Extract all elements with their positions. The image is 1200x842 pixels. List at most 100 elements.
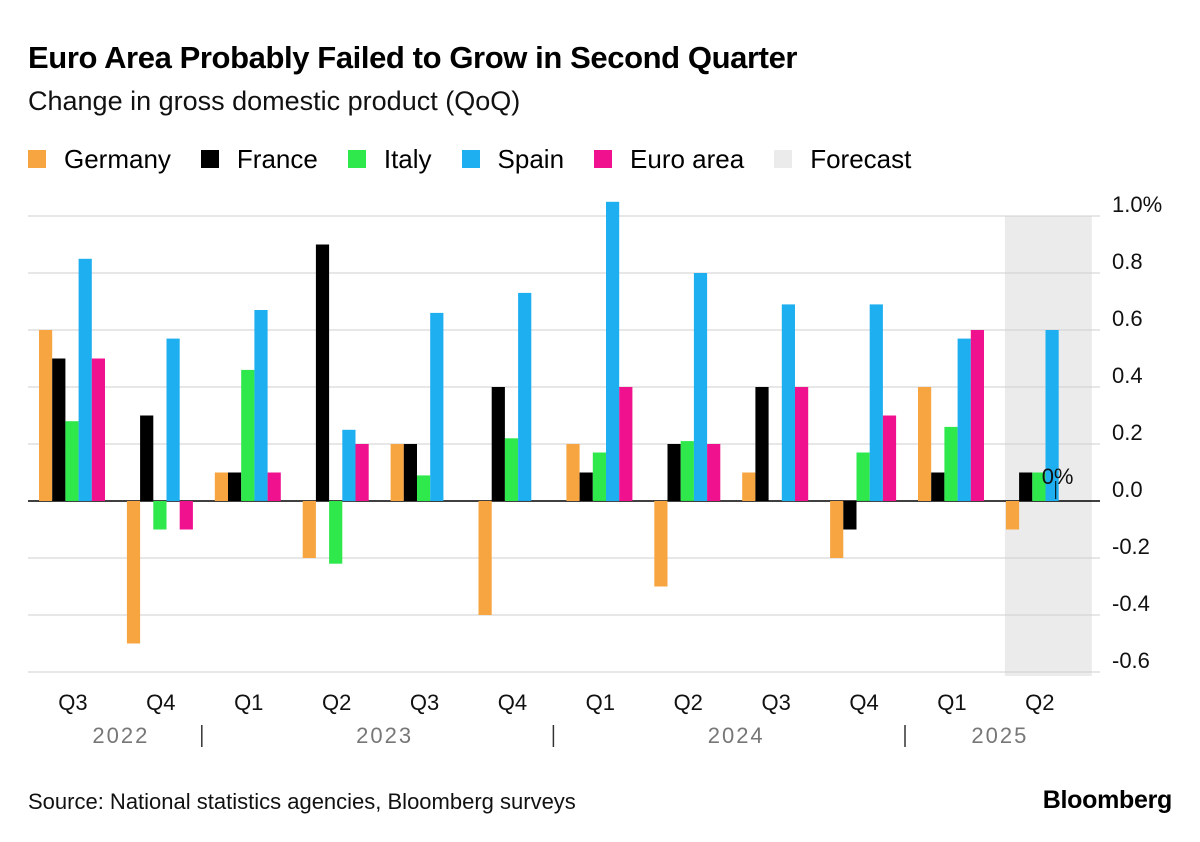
bar-euro-area-2 [179, 501, 193, 530]
bar-italy-4 [329, 501, 343, 564]
legend-label-germany: Germany [64, 143, 171, 174]
legend-swatch-spain [461, 150, 480, 168]
bar-germany-8 [654, 501, 668, 587]
bar-italy-2 [153, 501, 167, 530]
legend-item-germany: Germany [28, 144, 171, 175]
bar-france-10 [843, 501, 857, 530]
bar-italy-1 [65, 421, 79, 501]
legend-item-france: France [200, 143, 318, 175]
legend-item-euro-area: Euro area [594, 144, 744, 175]
bar-spain-5 [430, 312, 444, 501]
legend-swatch-germany [28, 150, 46, 168]
bloomberg-logo: Bloomberg [1042, 786, 1173, 814]
bar-germany-2 [126, 501, 141, 644]
bar-italy-10 [856, 452, 870, 501]
y-tick-label: 0.0 [1112, 477, 1143, 502]
bar-italy-6 [504, 438, 519, 501]
bar-germany-4 [302, 501, 316, 558]
bar-euro-area-4 [355, 444, 369, 501]
bar-spain-7 [606, 201, 620, 502]
bar-france-5 [403, 444, 417, 501]
bar-france-3 [228, 472, 242, 501]
bar-france-7 [579, 472, 593, 501]
bar-italy-7 [592, 452, 606, 501]
bar-euro-area-9 [795, 387, 809, 501]
y-tick-label: -0.4 [1112, 591, 1150, 616]
x-tick-label: Q3 [410, 690, 439, 715]
source-note: Source: National statistics agencies, Bl… [28, 789, 576, 814]
bar-italy-12 [1032, 472, 1046, 501]
bar-spain-1 [78, 258, 92, 502]
bar-france-8 [667, 444, 681, 501]
legend-label-forecast: Forecast [810, 143, 912, 174]
bar-italy-3 [241, 369, 255, 501]
bar-italy-8 [680, 441, 694, 501]
x-tick-label: Q4 [498, 690, 527, 715]
x-tick-label: Q1 [234, 690, 263, 715]
bar-france-12 [1019, 472, 1033, 501]
y-tick-label: 0.4 [1112, 363, 1143, 388]
x-tick-label: Q3 [761, 690, 790, 715]
bar-spain-12 [1045, 330, 1059, 501]
y-tick-label: 0.6 [1112, 306, 1143, 331]
bar-euro-area-10 [882, 415, 897, 501]
bar-euro-area-1 [91, 358, 105, 501]
bar-germany-10 [830, 501, 844, 558]
legend-swatch-euro-area [594, 150, 613, 168]
bar-france-11 [931, 472, 945, 501]
x-tick-label: Q1 [937, 690, 966, 715]
x-tick-label: Q4 [146, 690, 175, 715]
legend: Germany France Italy Spain Euro area For… [28, 144, 941, 174]
chart-subtitle: Change in gross domestic product (QoQ) [28, 86, 521, 116]
bar-euro-area-3 [267, 472, 281, 501]
bar-spain-11 [957, 338, 971, 502]
x-tick-label: Q4 [849, 690, 878, 715]
x-tick-label: Q1 [586, 690, 615, 715]
x-tick-label: Q3 [58, 690, 87, 715]
year-label-2025: 2025 [971, 723, 1028, 748]
legend-item-forecast: Forecast [774, 144, 911, 175]
year-label-2022: 2022 [92, 723, 149, 748]
y-tick-label: -0.6 [1112, 648, 1150, 673]
bar-euro-area-11 [970, 330, 984, 501]
legend-swatch-france [200, 150, 219, 168]
bar-germany-7 [566, 444, 580, 501]
y-tick-label: 0.2 [1112, 420, 1143, 445]
bar-italy-11 [944, 426, 958, 501]
legend-label-france: France [236, 143, 318, 174]
bar-spain-2 [166, 338, 180, 502]
bar-france-1 [52, 358, 66, 501]
legend-label-italy: Italy [383, 143, 432, 174]
bar-germany-3 [214, 472, 228, 501]
year-label-2023: 2023 [356, 723, 413, 748]
annotation-label: 0% [1042, 464, 1074, 489]
bar-spain-10 [869, 304, 883, 502]
x-tick-label: Q2 [322, 690, 351, 715]
bar-spain-4 [342, 429, 356, 502]
bar-spain-3 [254, 310, 268, 501]
legend-label-spain: Spain [497, 143, 565, 174]
y-tick-label: 1.0% [1112, 192, 1162, 217]
legend-swatch-italy [347, 150, 366, 168]
bar-germany-9 [742, 472, 756, 501]
bar-germany-5 [390, 444, 404, 501]
bar-euro-area-8 [707, 444, 721, 501]
legend-item-spain: Spain [461, 143, 565, 175]
bar-germany-6 [478, 501, 492, 615]
legend-swatch-forecast [774, 150, 793, 168]
legend-item-italy: Italy [347, 143, 432, 175]
legend-label-euro-area: Euro area [630, 143, 745, 174]
bar-spain-9 [781, 304, 795, 502]
bar-spain-6 [518, 292, 532, 501]
bar-euro-area-7 [619, 387, 633, 501]
bar-france-9 [755, 387, 769, 501]
x-tick-label: Q2 [1025, 690, 1054, 715]
bar-france-4 [315, 244, 330, 501]
year-label-2024: 2024 [708, 723, 765, 748]
y-tick-label: 0.8 [1112, 249, 1143, 274]
y-tick-label: -0.2 [1112, 534, 1150, 559]
bar-germany-11 [918, 387, 932, 501]
bar-france-2 [140, 415, 154, 501]
bar-spain-8 [693, 273, 708, 501]
